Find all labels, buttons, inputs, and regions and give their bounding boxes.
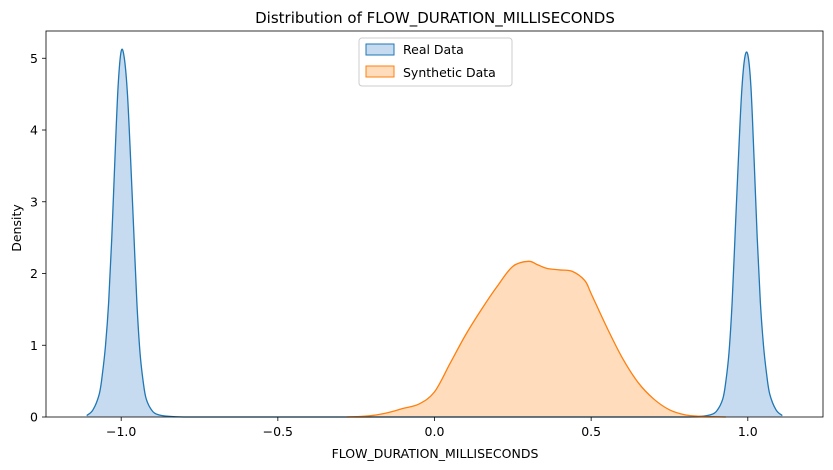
x-axis-label: FLOW_DURATION_MILLISECONDS [332, 446, 539, 461]
y-tick-label: 2 [30, 266, 38, 281]
x-tick-label: 1.0 [738, 424, 758, 439]
legend-label-real-data: Real Data [403, 42, 464, 57]
y-tick-label: 4 [30, 123, 38, 138]
series-line-synthetic-data [346, 260, 726, 418]
x-axis: −1.0 −0.5 0.0 0.5 1.0 [106, 417, 758, 439]
series-area-synthetic-data [346, 261, 726, 417]
y-tick-label: 3 [30, 194, 38, 209]
y-tick-label: 0 [30, 410, 38, 425]
legend: Real Data Synthetic Data [358, 37, 513, 87]
legend-box [358, 37, 513, 87]
legend-swatch-synthetic-data [365, 65, 395, 78]
x-tick-label: −1.0 [106, 424, 136, 439]
series-fills [86, 49, 783, 418]
chart-title: Distribution of FLOW_DURATION_MILLISECON… [255, 9, 615, 28]
y-tick-label: 5 [30, 51, 38, 66]
legend-label-synthetic-data: Synthetic Data [403, 65, 496, 80]
y-axis: 0 1 2 3 4 5 [30, 51, 46, 425]
legend-swatch-real-data [365, 43, 395, 56]
y-tick-label: 1 [30, 338, 38, 353]
x-tick-label: 0.0 [425, 424, 445, 439]
x-tick-label: 0.5 [581, 424, 601, 439]
y-axis-label: Density [9, 204, 24, 252]
x-tick-label: −0.5 [263, 424, 293, 439]
